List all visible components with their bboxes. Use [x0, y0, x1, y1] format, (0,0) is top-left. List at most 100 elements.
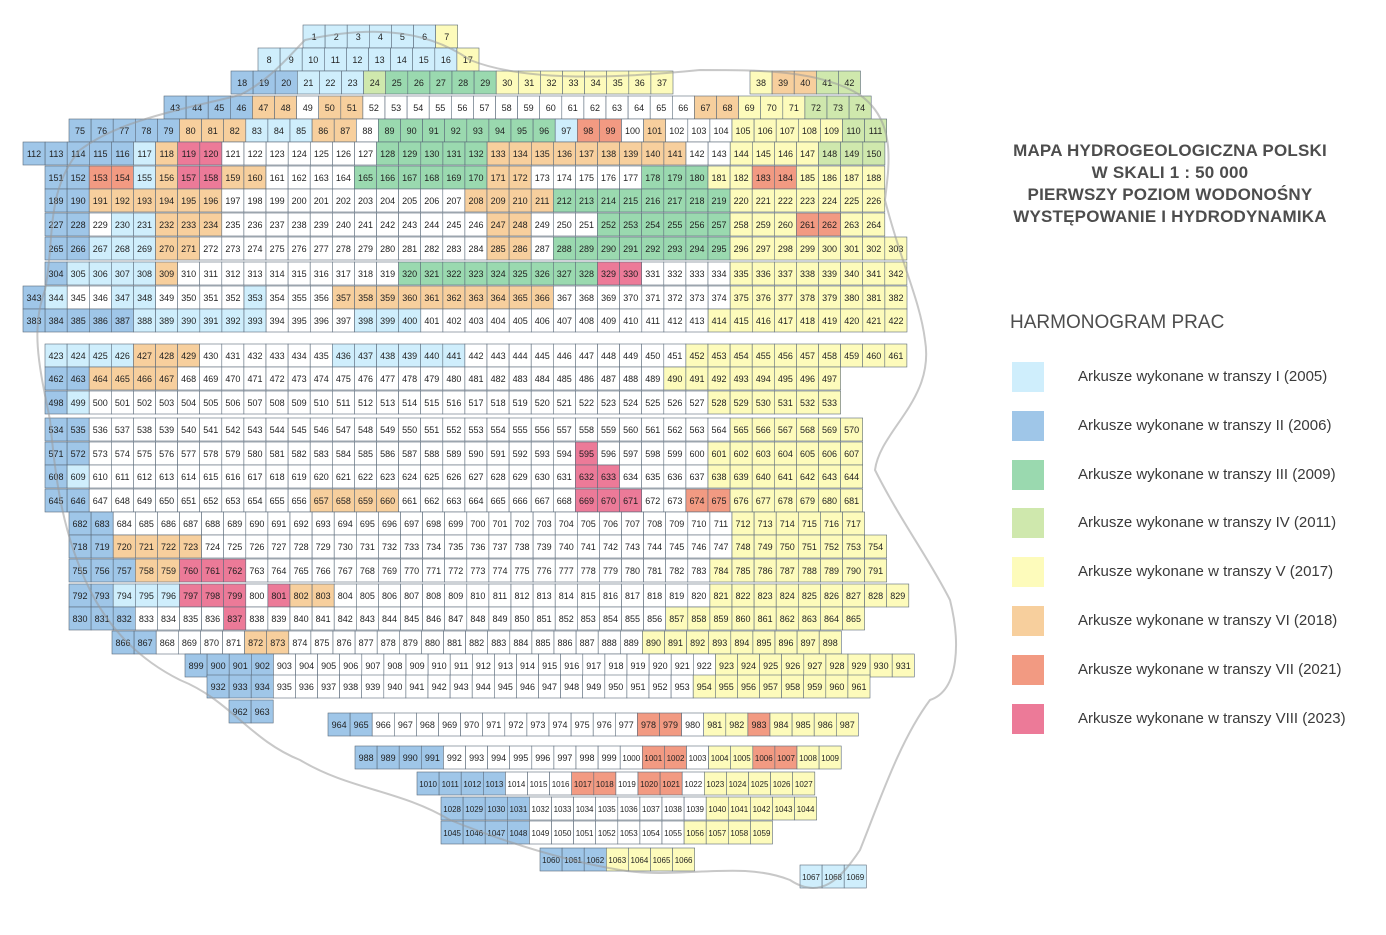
map-sheet-number-78: 78: [141, 126, 151, 136]
map-sheet-182: 182: [730, 166, 752, 189]
map-sheet-647: 647: [89, 489, 111, 512]
map-sheet-number-886: 886: [557, 638, 572, 648]
map-sheet-number-8: 8: [267, 55, 272, 65]
map-sheet-number-980: 980: [685, 720, 700, 730]
map-sheet-number-945: 945: [498, 682, 513, 692]
map-sheet-number-541: 541: [203, 425, 218, 435]
map-sheet-249: 249: [531, 213, 553, 236]
map-sheet-280: 280: [377, 237, 399, 260]
map-sheet-number-1014: 1014: [508, 780, 526, 789]
map-sheet-869: 869: [178, 631, 200, 654]
map-sheet-824: 824: [776, 584, 798, 607]
map-sheet-381: 381: [863, 286, 885, 309]
map-sheet-744: 744: [644, 535, 666, 558]
map-sheet-91: 91: [423, 119, 445, 142]
map-sheet-number-421: 421: [866, 316, 881, 326]
map-sheet-838: 838: [246, 607, 268, 630]
map-sheet-number-237: 237: [270, 220, 285, 230]
map-sheet-325: 325: [509, 262, 531, 285]
map-sheet-number-45: 45: [214, 103, 224, 113]
map-sheet-68: 68: [717, 96, 739, 119]
map-sheet-779: 779: [599, 559, 621, 582]
map-sheet-number-258: 258: [734, 220, 749, 230]
map-sheet-1064: 1064: [628, 848, 650, 871]
map-sheet-183: 183: [752, 166, 774, 189]
map-sheet-416: 416: [752, 309, 774, 332]
map-sheet-number-243: 243: [402, 220, 417, 230]
map-sheet-number-317: 317: [336, 269, 351, 279]
map-sheet-445: 445: [531, 344, 553, 367]
map-sheet-number-545: 545: [292, 425, 307, 435]
map-sheet-1029: 1029: [463, 797, 485, 820]
map-sheet-1014: 1014: [505, 772, 527, 795]
map-sheet-number-42: 42: [844, 78, 854, 88]
map-sheet-554: 554: [487, 418, 509, 441]
map-sheet-478: 478: [399, 367, 421, 390]
map-sheet-number-660: 660: [380, 496, 395, 506]
map-sheet-number-291: 291: [623, 244, 638, 254]
map-sheet-number-698: 698: [426, 519, 441, 529]
map-sheet-1033: 1033: [552, 797, 574, 820]
map-sheet-number-1051: 1051: [576, 829, 594, 838]
map-sheet-645: 645: [45, 489, 67, 512]
map-sheet-767: 767: [334, 559, 356, 582]
map-sheet-number-463: 463: [71, 374, 86, 384]
map-sheet-number-812: 812: [514, 591, 529, 601]
map-sheet-62: 62: [584, 96, 606, 119]
map-sheet-378: 378: [797, 286, 819, 309]
map-sheet-number-423: 423: [48, 351, 63, 361]
legend-label-iii: Arkusze wykonane w transzy III (2009): [1078, 466, 1336, 483]
map-sheet-653: 653: [222, 489, 244, 512]
map-sheet-743: 743: [622, 535, 644, 558]
map-sheet-number-929: 929: [851, 661, 866, 671]
map-sheet-747: 747: [710, 535, 732, 558]
map-sheet-number-457: 457: [800, 351, 815, 361]
map-sheet-number-774: 774: [492, 566, 507, 576]
map-sheet-number-869: 869: [182, 638, 197, 648]
map-sheet-676: 676: [730, 489, 752, 512]
map-sheet-number-146: 146: [778, 149, 793, 159]
map-sheet-494: 494: [752, 367, 774, 390]
map-sheet-950: 950: [605, 675, 627, 698]
map-sheet-number-751: 751: [802, 542, 817, 552]
map-sheet-1044: 1044: [795, 797, 817, 820]
map-sheet-number-1007: 1007: [777, 754, 795, 763]
map-sheet-number-432: 432: [247, 351, 262, 361]
map-sheet-number-394: 394: [270, 316, 285, 326]
map-sheet-913: 913: [494, 654, 516, 677]
map-sheet-1055: 1055: [662, 821, 684, 844]
map-sheet-847: 847: [445, 607, 467, 630]
map-sheet-number-101: 101: [647, 126, 662, 136]
map-sheet-number-564: 564: [711, 425, 726, 435]
map-sheet-number-851: 851: [537, 614, 552, 624]
map-sheet-386: 386: [89, 309, 111, 332]
map-sheet-512: 512: [354, 391, 376, 414]
map-sheet-29: 29: [474, 71, 496, 94]
map-sheet-630: 630: [531, 465, 553, 488]
map-sheet-549: 549: [377, 418, 399, 441]
map-sheet-245: 245: [443, 213, 465, 236]
map-sheet-454: 454: [730, 344, 752, 367]
map-sheet-706: 706: [599, 512, 621, 535]
map-sheet-527: 527: [686, 391, 708, 414]
map-sheet-996: 996: [532, 746, 554, 769]
map-sheet-number-561: 561: [645, 425, 660, 435]
map-sheet-857: 857: [666, 607, 688, 630]
map-sheet-262: 262: [819, 213, 841, 236]
map-sheet-number-769: 769: [382, 566, 397, 576]
map-sheet-203: 203: [354, 189, 376, 212]
map-sheet-507: 507: [244, 391, 266, 414]
map-sheet-number-279: 279: [358, 244, 373, 254]
map-sheet-number-579: 579: [225, 449, 240, 459]
map-sheet-335: 335: [730, 262, 752, 285]
map-sheet-472: 472: [266, 367, 288, 390]
map-sheet-198: 198: [244, 189, 266, 212]
map-sheet-number-452: 452: [689, 351, 704, 361]
map-sheet-764: 764: [268, 559, 290, 582]
map-sheet-800: 800: [246, 584, 268, 607]
map-sheet-538: 538: [133, 418, 155, 441]
map-sheet-number-399: 399: [380, 316, 395, 326]
map-sheet-487: 487: [598, 367, 620, 390]
map-sheet-964: 964: [328, 713, 350, 736]
map-sheet-353: 353: [244, 286, 266, 309]
